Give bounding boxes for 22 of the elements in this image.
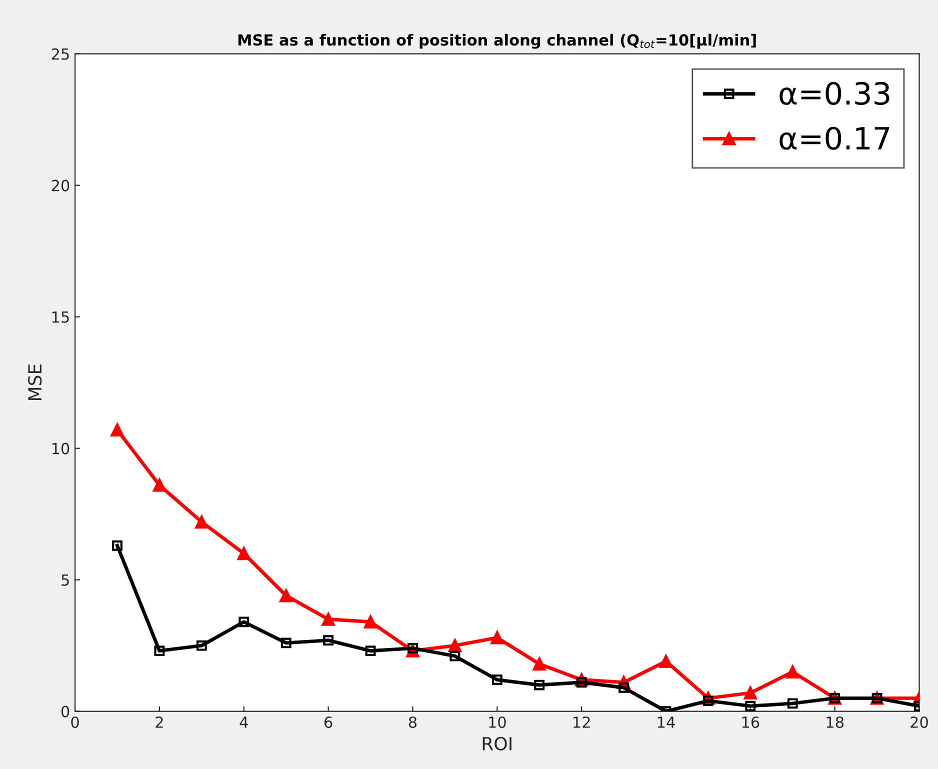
y-tick-label: 25 [52, 48, 69, 60]
y-axis-title: MSE [28, 364, 42, 400]
x-tick-label: 2 [156, 716, 163, 728]
x-tick-label: 18 [826, 716, 844, 728]
x-tick-label: 6 [324, 716, 332, 728]
x-tick-label: 14 [658, 716, 675, 728]
x-axis-title: ROI [482, 736, 512, 751]
x-tick-label: 12 [574, 716, 590, 728]
x-tick-label: 20 [910, 716, 928, 728]
y-tick-label: 5 [62, 574, 69, 586]
x-tick-label: 4 [240, 716, 248, 728]
chart-title: MSE as a function of position along channel (Q$_{tot}$=10[μl/min] [238, 34, 756, 49]
x-tick-label: 16 [742, 716, 760, 728]
x-tick-label: 8 [408, 716, 417, 728]
y-tick-label: 10 [52, 442, 70, 454]
legend-label: α=0.17 [780, 126, 890, 150]
x-tick-label: 0 [71, 716, 79, 728]
y-tick-label: 20 [52, 180, 70, 192]
x-tick-label: 10 [489, 716, 506, 728]
y-tick-label: 15 [52, 311, 69, 323]
legend-label: α=0.33 [780, 82, 890, 105]
y-tick-label: 0 [61, 706, 70, 718]
